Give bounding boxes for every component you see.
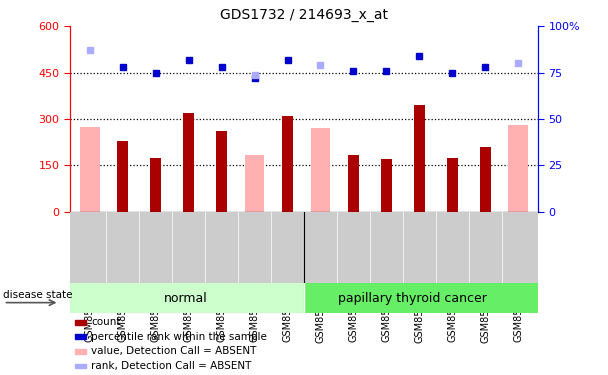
- Bar: [75, 320, 86, 325]
- Bar: [381, 159, 392, 212]
- Text: normal: normal: [164, 292, 207, 304]
- Bar: [304, 283, 538, 313]
- Bar: [480, 147, 491, 212]
- Bar: [70, 283, 304, 313]
- Bar: [75, 363, 86, 368]
- Bar: [447, 158, 458, 212]
- Bar: [282, 116, 293, 212]
- Text: percentile rank within the sample: percentile rank within the sample: [91, 332, 267, 342]
- Bar: [216, 132, 227, 212]
- Text: rank, Detection Call = ABSENT: rank, Detection Call = ABSENT: [91, 361, 251, 371]
- Bar: [150, 158, 161, 212]
- Bar: [413, 105, 425, 212]
- Bar: [80, 127, 100, 212]
- Bar: [75, 350, 86, 354]
- Bar: [244, 154, 264, 212]
- Bar: [311, 128, 330, 212]
- Text: count: count: [91, 317, 120, 327]
- Bar: [183, 113, 195, 212]
- Text: papillary thyroid cancer: papillary thyroid cancer: [339, 292, 487, 304]
- Text: disease state: disease state: [4, 290, 73, 300]
- Bar: [117, 141, 128, 212]
- Title: GDS1732 / 214693_x_at: GDS1732 / 214693_x_at: [220, 9, 388, 22]
- Bar: [348, 154, 359, 212]
- Text: value, Detection Call = ABSENT: value, Detection Call = ABSENT: [91, 346, 257, 357]
- Bar: [508, 125, 528, 212]
- Bar: [75, 334, 86, 339]
